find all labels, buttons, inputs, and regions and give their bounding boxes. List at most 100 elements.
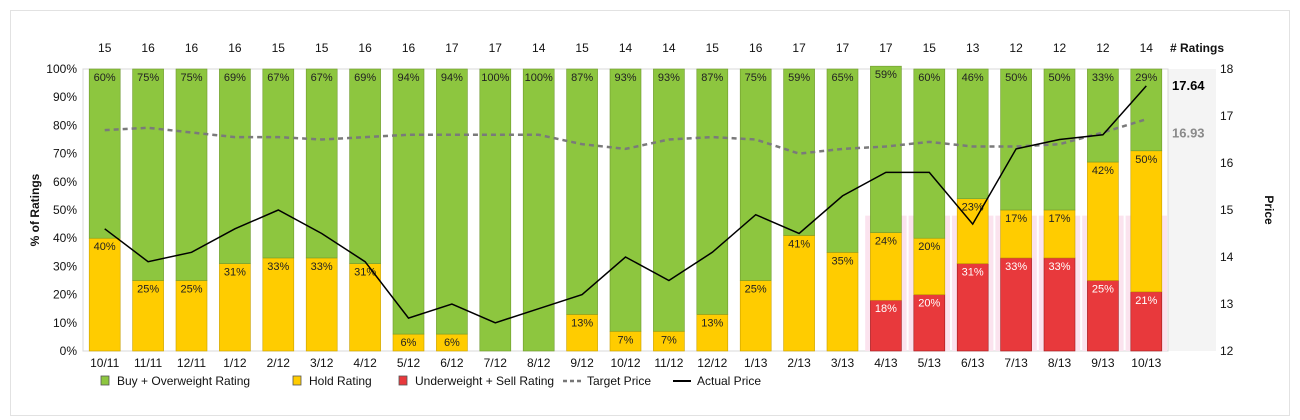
bar-hold (88, 237, 121, 352)
ratings-count: 15 (706, 41, 720, 55)
right-axis-title: Price (1262, 195, 1276, 225)
bar-label-buy: 33% (1092, 72, 1114, 84)
x-tick-label: 2/12 (267, 356, 291, 370)
bar-label-buy: 94% (441, 72, 463, 84)
ratings-count: 14 (619, 41, 633, 55)
bar-sell (1130, 291, 1163, 352)
ratings-count: 17 (792, 41, 806, 55)
x-tick-label: 1/13 (744, 356, 768, 370)
bar-label-buy: 59% (788, 72, 810, 84)
legend-label: Target Price (587, 374, 651, 388)
x-tick-label: 3/13 (831, 356, 855, 370)
bar-buy (219, 68, 251, 264)
bar-hold (566, 314, 598, 352)
bar-hold (305, 257, 338, 352)
bar-buy (826, 68, 859, 253)
ratings-count: 17 (836, 41, 850, 55)
bar-buy (132, 68, 164, 281)
bar-hold (1087, 161, 1119, 281)
x-tick-label: 7/12 (484, 356, 508, 370)
bar-hold (826, 252, 859, 352)
left-tick-label: 80% (53, 118, 77, 132)
bar-label-hold: 24% (875, 236, 897, 248)
x-tick-label: 12/12 (697, 356, 727, 370)
bar-sell (1087, 280, 1119, 352)
bar-buy (653, 68, 685, 332)
ratings-count: 15 (98, 41, 112, 55)
bar-hold (1043, 209, 1076, 259)
chart-panel: 40% 60% 25% 75% 25% 75% 31% 69% 33% 67% 33% 67% 31% 6… (10, 10, 1290, 416)
actual-price-line (104, 85, 1147, 324)
right-tick-label: 17 (1220, 109, 1234, 123)
ratings-count: 15 (315, 41, 329, 55)
legend-swatch (100, 375, 110, 386)
bar-label-buy: 87% (701, 72, 723, 84)
bar-buy (1130, 68, 1163, 152)
x-tick-label: 5/12 (397, 356, 421, 370)
bar-buy (305, 68, 338, 259)
bar-label-buy: 69% (354, 72, 376, 84)
bar-label-hold: 25% (745, 284, 767, 296)
ratings-count: 17 (489, 41, 503, 55)
left-axis-title: % of Ratings (28, 173, 42, 246)
bar-label-hold: 17% (1048, 213, 1070, 225)
bar-label-sell: 20% (918, 298, 940, 310)
x-tick-label: 8/12 (527, 356, 551, 370)
price-label-band (1168, 69, 1216, 351)
left-tick-label: 50% (53, 203, 77, 217)
x-tick-label: 11/11 (134, 356, 163, 370)
bar-hold (783, 235, 815, 352)
bar-label-sell: 33% (1048, 261, 1070, 273)
x-tick-label: 7/13 (1004, 356, 1028, 370)
bar-label-hold: 33% (311, 261, 333, 273)
bar-buy (1000, 68, 1032, 211)
bar-buy (783, 68, 815, 236)
bar-label-hold: 40% (94, 241, 116, 253)
x-tick-label: 4/12 (353, 356, 377, 370)
bar-label-buy: 59% (875, 69, 897, 81)
ratings-count: 16 (749, 41, 763, 55)
bar-label-buy: 94% (397, 72, 419, 84)
bar-buy (1087, 68, 1119, 163)
x-tick-label: 11/12 (654, 356, 683, 370)
x-tick-label: 2/13 (787, 356, 811, 370)
bar-label-buy: 87% (571, 72, 593, 84)
x-tick-label: 8/13 (1048, 356, 1072, 370)
bar-label-hold: 20% (918, 241, 940, 253)
x-tick-label: 9/13 (1091, 356, 1115, 370)
right-tick-label: 16 (1220, 156, 1234, 170)
bar-label-hold: 7% (661, 334, 677, 346)
bar-label-hold: 6% (401, 337, 417, 349)
bar-buy (392, 68, 425, 335)
bar-label-buy: 100% (481, 72, 509, 84)
bar-buy (88, 68, 121, 239)
bar-label-hold: 41% (788, 238, 810, 250)
bar-label-hold: 25% (137, 284, 159, 296)
right-tick-label: 14 (1220, 250, 1234, 264)
left-tick-label: 40% (53, 231, 77, 245)
bar-hold (913, 237, 946, 295)
x-tick-label: 6/13 (961, 356, 985, 370)
bar-label-hold: 7% (618, 334, 634, 346)
ratings-count: 16 (228, 41, 242, 55)
x-tick-label: 9/12 (570, 356, 594, 370)
ratings-count: 14 (532, 41, 546, 55)
ratings-count: 15 (272, 41, 286, 55)
bar-sell (956, 263, 989, 352)
ratings-count: 12 (1096, 41, 1110, 55)
bar-label-hold: 25% (180, 284, 202, 296)
ratings-count-label: # Ratings (1170, 41, 1224, 55)
ratings-count: 14 (1140, 41, 1154, 55)
ratings-count: 13 (966, 41, 980, 55)
bar-label-hold: 42% (1092, 165, 1114, 177)
bar-label-hold: 35% (831, 255, 853, 267)
ratings-count: 17 (445, 41, 459, 55)
legend-label: Buy + Overweight Rating (117, 374, 250, 388)
x-tick-label: 10/11 (90, 356, 119, 370)
bar-label-buy: 75% (180, 72, 202, 84)
bar-buy (479, 68, 512, 352)
ratings-count: 15 (575, 41, 589, 55)
bar-buy (696, 68, 729, 315)
ratings-count: 12 (1009, 41, 1023, 55)
left-tick-label: 70% (53, 147, 77, 161)
